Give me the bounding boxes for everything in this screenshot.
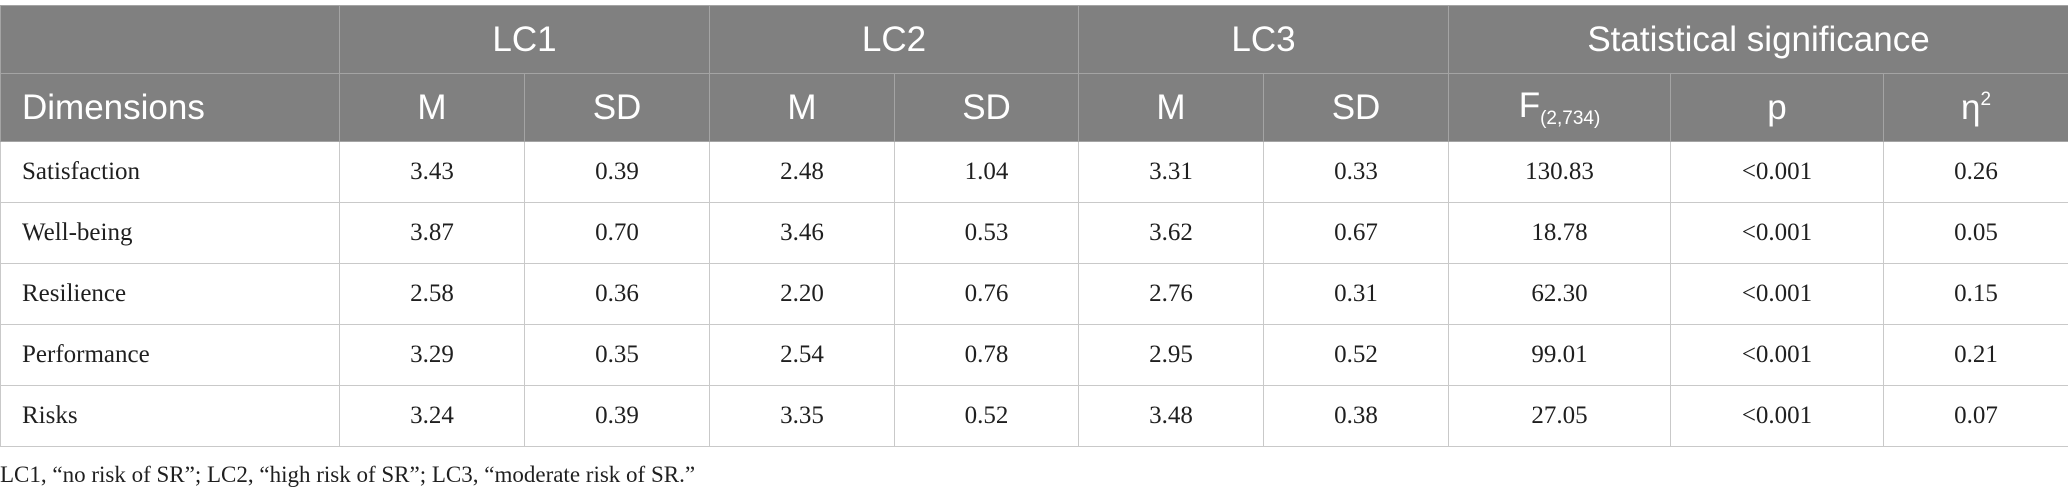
eta-symbol: η [1960,87,1981,127]
row-label: Satisfaction [0,141,340,203]
table-row: Risks 3.24 0.39 3.35 0.52 3.48 0.38 27.0… [0,385,2068,447]
lc1-m-cell: 2.58 [339,263,525,325]
eta-cell: 0.15 [1882,263,2068,325]
table-row: Well-being 3.87 0.70 3.46 0.53 3.62 0.67… [0,202,2068,264]
p-cell: <0.001 [1670,202,1884,264]
row-label: Resilience [0,263,340,325]
p-cell: <0.001 [1670,324,1884,386]
eta-cell: 0.07 [1882,385,2068,447]
f-cell: 99.01 [1448,324,1671,386]
table-footnote: LC1, “no risk of SR”; LC2, “high risk of… [0,462,696,487]
f-cell: 130.83 [1448,141,1671,203]
group-header-lc3: LC3 [1078,5,1449,74]
lc3-sd-cell: 0.52 [1263,324,1449,386]
lc2-sd-cell: 0.52 [894,385,1079,447]
row-label: Well-being [0,202,340,264]
column-header-lc1-m: M [339,73,525,142]
lc2-m-cell: 2.48 [709,141,895,203]
p-cell: <0.001 [1670,141,1884,203]
group-header-lc1: LC1 [339,5,710,74]
lc3-m-cell: 2.76 [1078,263,1264,325]
lc1-sd-cell: 0.36 [524,263,710,325]
lc2-m-cell: 3.35 [709,385,895,447]
f-symbol: F [1518,85,1541,125]
lc3-sd-cell: 0.38 [1263,385,1449,447]
row-label: Performance [0,324,340,386]
results-table: LC1 LC2 LC3 Statistical significance Dim… [0,5,2068,447]
column-header-f: F(2,734) [1448,73,1671,142]
column-header-lc1-sd: SD [524,73,710,142]
lc2-m-cell: 3.46 [709,202,895,264]
lc1-sd-cell: 0.35 [524,324,710,386]
column-header-dimensions: Dimensions [0,73,340,142]
lc1-sd-cell: 0.39 [524,141,710,203]
eta-cell: 0.26 [1882,141,2068,203]
table-row: Resilience 2.58 0.36 2.20 0.76 2.76 0.31… [0,263,2068,325]
group-header-statistical-significance: Statistical significance [1447,5,2068,74]
table-row: Satisfaction 3.43 0.39 2.48 1.04 3.31 0.… [0,141,2068,203]
f-cell: 18.78 [1448,202,1671,264]
column-header-eta-squared: η2 [1882,73,2068,142]
column-header-row: Dimensions M SD M SD M SD F(2,734) p η2 [0,73,2068,142]
p-cell: <0.001 [1670,263,1884,325]
p-cell: <0.001 [1670,385,1884,447]
table-row: Performance 3.29 0.35 2.54 0.78 2.95 0.5… [0,324,2068,386]
group-header-lc2: LC2 [709,5,1079,74]
lc3-sd-cell: 0.31 [1263,263,1449,325]
eta-cell: 0.05 [1882,202,2068,264]
lc1-m-cell: 3.29 [339,324,525,386]
lc2-m-cell: 2.20 [709,263,895,325]
lc1-m-cell: 3.87 [339,202,525,264]
f-cell: 27.05 [1448,385,1671,447]
column-header-lc2-sd: SD [894,73,1079,142]
lc2-sd-cell: 0.76 [894,263,1079,325]
f-cell: 62.30 [1448,263,1671,325]
lc2-sd-cell: 1.04 [894,141,1079,203]
lc3-m-cell: 2.95 [1078,324,1264,386]
lc3-m-cell: 3.62 [1078,202,1264,264]
column-header-p: p [1670,73,1884,142]
lc3-m-cell: 3.48 [1078,385,1264,447]
column-header-lc2-m: M [709,73,895,142]
f-degrees-of-freedom: (2,734) [1540,107,1601,129]
lc1-m-cell: 3.43 [339,141,525,203]
lc1-sd-cell: 0.39 [524,385,710,447]
lc1-m-cell: 3.24 [339,385,525,447]
lc3-sd-cell: 0.67 [1263,202,1449,264]
group-header-row: LC1 LC2 LC3 Statistical significance [0,5,2068,74]
lc1-sd-cell: 0.70 [524,202,710,264]
lc2-sd-cell: 0.78 [894,324,1079,386]
eta-cell: 0.21 [1882,324,2068,386]
row-label: Risks [0,385,340,447]
eta-exponent: 2 [1980,88,1992,110]
column-header-lc3-m: M [1078,73,1264,142]
lc2-sd-cell: 0.53 [894,202,1079,264]
empty-header-cell [0,5,340,74]
lc2-m-cell: 2.54 [709,324,895,386]
column-header-lc3-sd: SD [1263,73,1449,142]
lc3-sd-cell: 0.33 [1263,141,1449,203]
lc3-m-cell: 3.31 [1078,141,1264,203]
